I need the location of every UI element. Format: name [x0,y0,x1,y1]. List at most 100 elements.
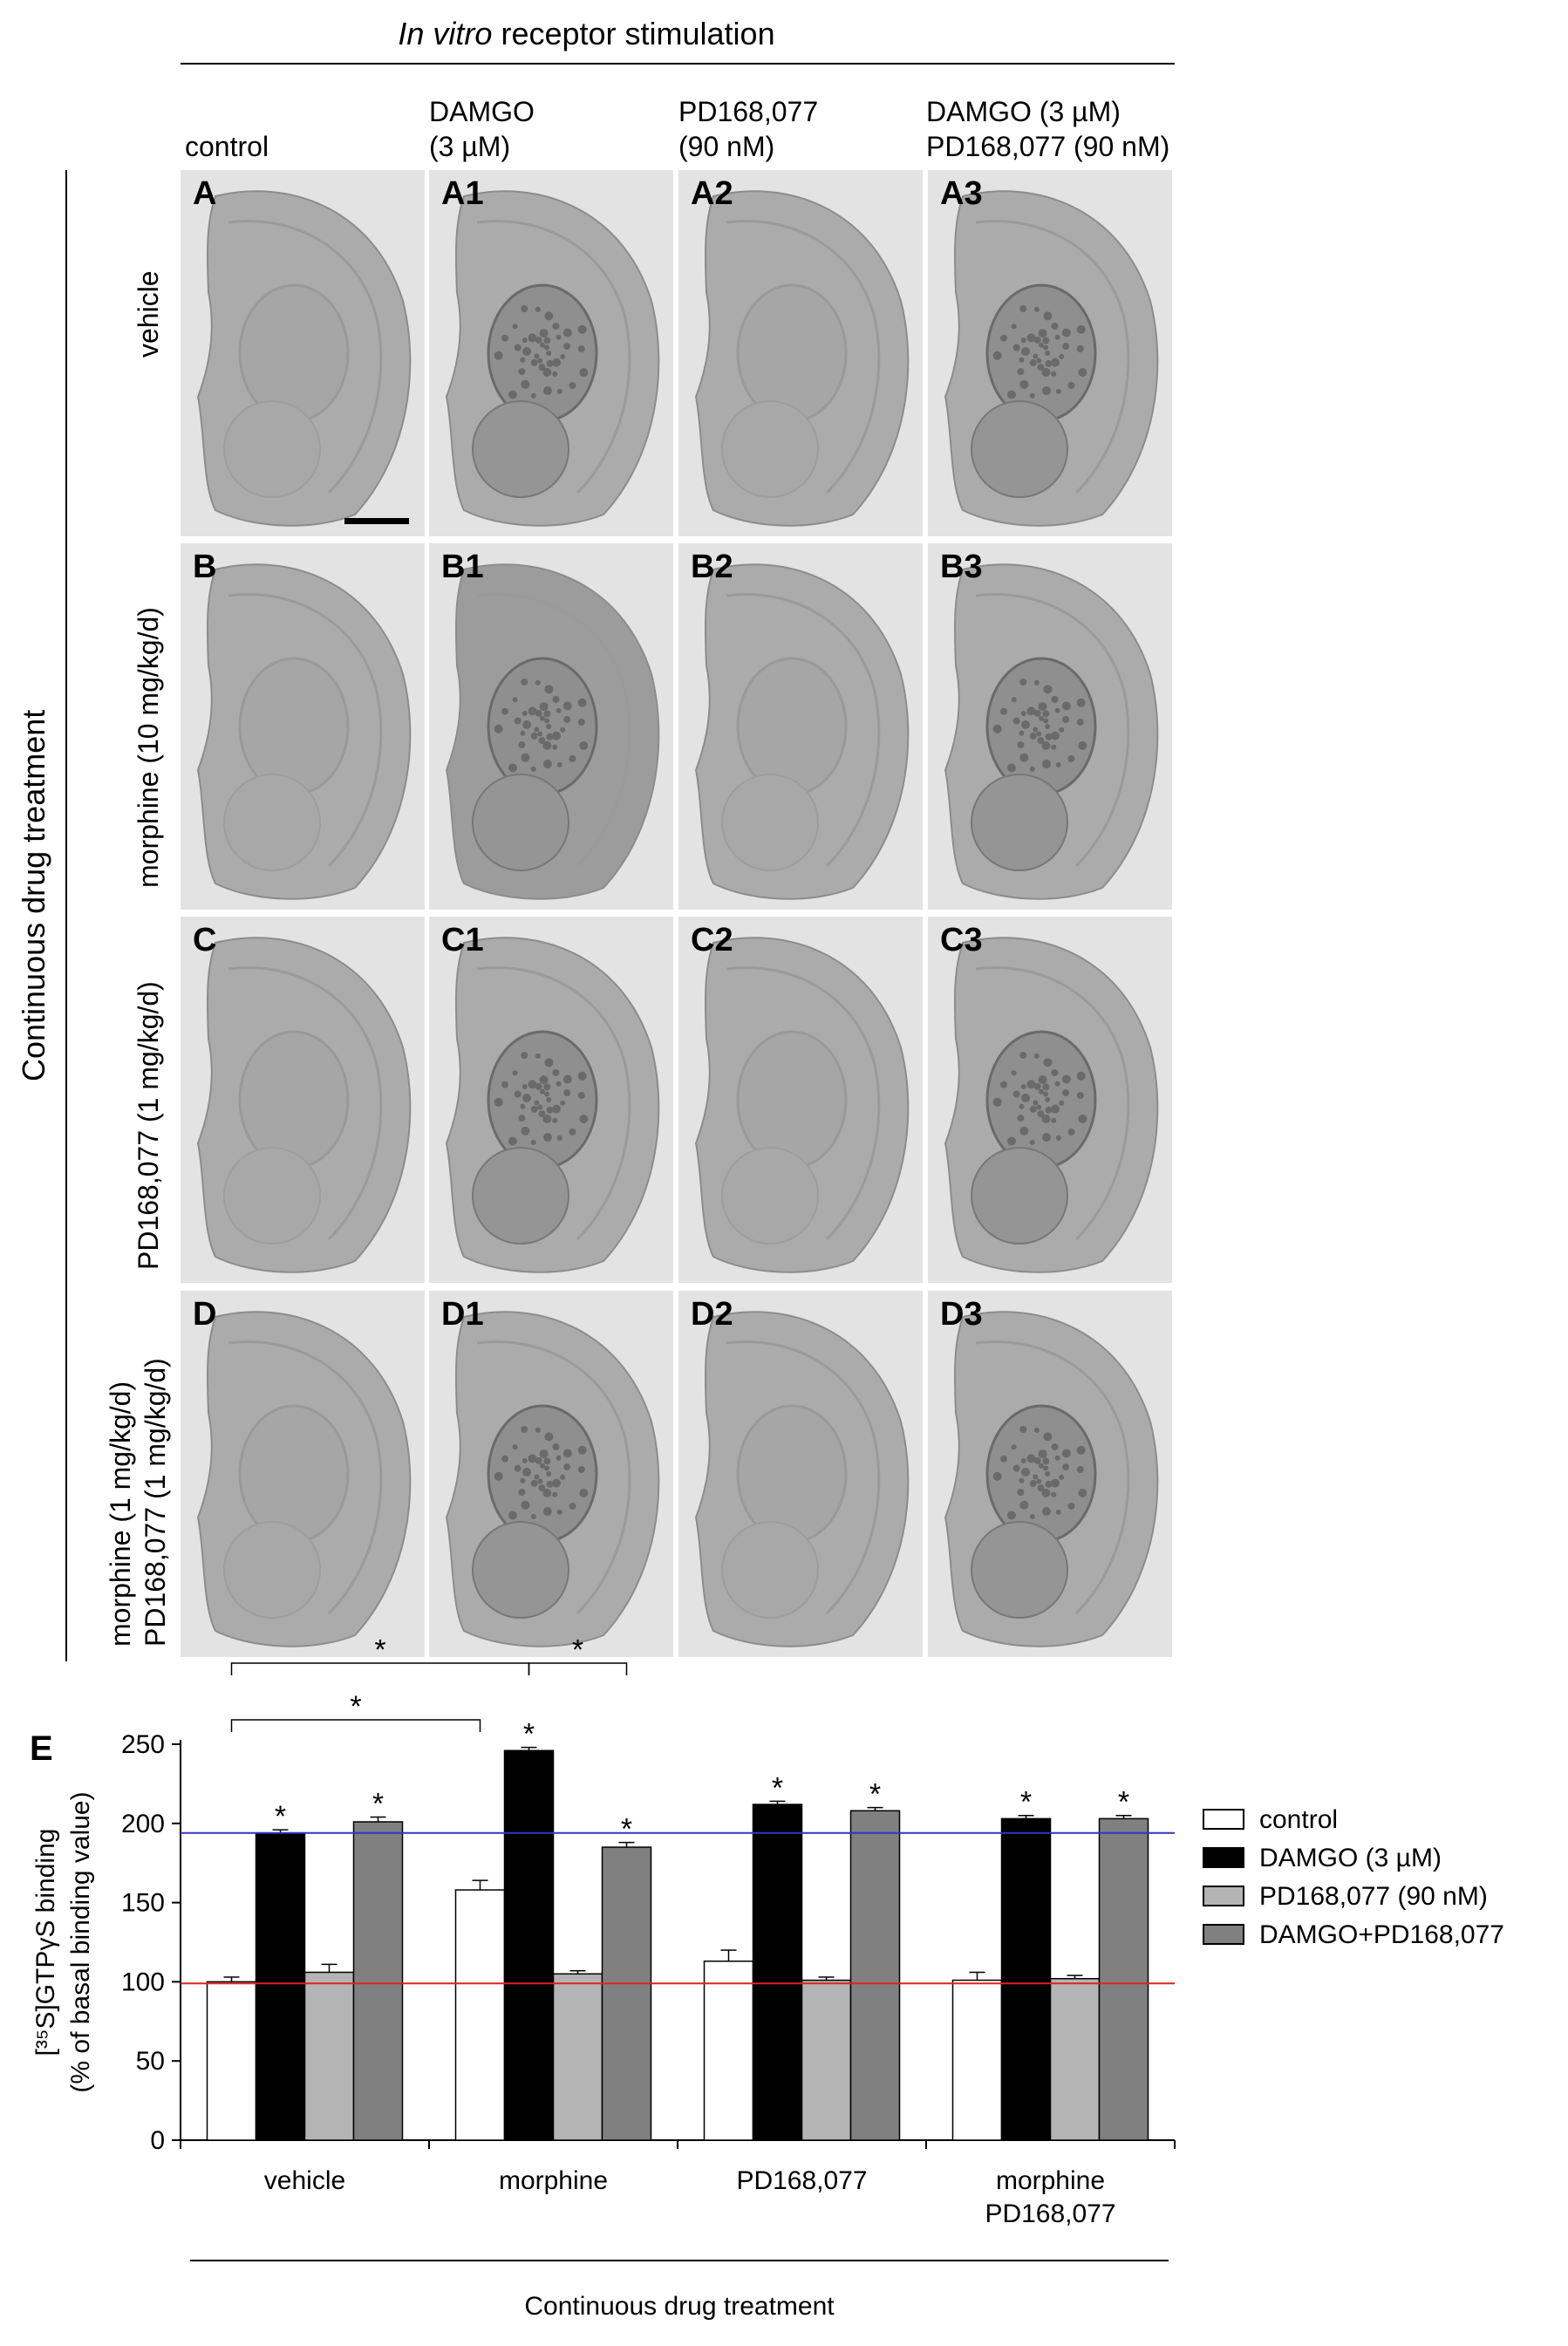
panel-id-b2: B2 [691,549,733,585]
fiber-bundle [1029,392,1035,399]
fiber-bundle [1078,368,1087,378]
y-axis-label-2: (% of basal binding value) [66,1791,95,2092]
fiber-bundle [530,1105,538,1113]
fiber-bundle [544,344,550,351]
fiber-bundle [1006,1511,1016,1520]
fiber-bundle [1051,1442,1059,1450]
legend-label: control [1259,1805,1338,1834]
brain-section-image [445,190,660,527]
fiber-bundle [544,1432,554,1442]
bar [752,1804,803,2141]
fiber-bundle [560,1100,566,1106]
fiber-bundle [569,1128,576,1135]
row-label-combo: morphine (1 mg/kg/d) PD168,077 (1 mg/kg/… [105,1358,171,1647]
fiber-bundle [1067,381,1075,389]
fiber-bundle [535,336,542,344]
fiber-bundle [992,1471,1002,1481]
brain-section-panel: A3 [928,170,1172,536]
fiber-bundle [508,390,517,399]
fiber-bundle [1019,1477,1025,1483]
fiber-bundle [546,724,552,729]
fiber-bundle [1000,1081,1008,1088]
fiber-bundle [546,1097,552,1102]
fiber-bundle [1045,1106,1053,1114]
fiber-bundle [1029,766,1035,772]
fiber-bundle [560,726,566,733]
fiber-bundle [1000,334,1008,342]
fiber-bundle [539,329,549,338]
brain-section-panel: A2 [678,170,923,536]
fiber-bundle [534,1474,540,1480]
fiber-bundle [1029,1479,1037,1487]
fiber-bundle [535,1456,542,1464]
panel-id-d: D [193,1296,217,1333]
fiber-bundle [521,1126,530,1135]
fiber-bundle [544,685,554,694]
fiber-bundle [514,1464,522,1472]
fiber-bundle [520,1477,526,1483]
brain-section-panel: A1 [429,170,673,536]
accumbens-region [971,774,1068,871]
fiber-bundle [1050,358,1060,367]
accumbens-region [721,1521,819,1619]
fiber-bundle [1051,1117,1057,1123]
fiber-bundle [542,1507,552,1517]
fiber-bundle [1061,701,1071,711]
fiber-bundle [520,357,526,363]
panel-id-b1: B1 [441,549,484,585]
fiber-bundle [1076,324,1086,334]
fiber-bundle [508,1136,517,1146]
fiber-bundle [494,351,503,360]
bar [1049,1978,1101,2141]
fiber-bundle [1011,697,1017,703]
panel-id-b3: B3 [940,549,983,585]
cortex-contour [476,593,631,868]
legend-label: DAMGO+PD168,077 [1259,1920,1504,1949]
fiber-bundle [1011,1444,1017,1450]
fiber-bundle [528,706,537,716]
fiber-bundle [1033,336,1041,344]
fiber-bundle [521,753,530,762]
fiber-bundle [1019,1500,1029,1510]
row-label-morphine: morphine (10 mg/kg/d) [133,607,164,888]
fiber-bundle [528,333,537,343]
fiber-bundle [1020,711,1026,717]
fiber-bundle [1019,1126,1029,1135]
accumbens-region [721,400,819,498]
bar [552,1973,603,2141]
panel-id-d1: D1 [441,1296,484,1333]
fiber-bundle [1029,1513,1035,1519]
fiber-bundle [530,766,536,772]
significance-star: * [1020,1786,1032,1819]
fiber-bundle [1042,1083,1050,1091]
fiber-bundle [1061,328,1071,338]
fiber-bundle [1033,709,1041,717]
fiber-bundle [560,1474,566,1480]
panel-id-c1: C1 [441,922,484,958]
fiber-bundle [556,761,562,767]
striatum-region [238,1030,350,1170]
fiber-bundle [562,1449,572,1458]
bar [951,1979,1003,2141]
fiber-bundle [1012,344,1020,351]
bar [303,1971,355,2141]
fiber-bundle [577,324,587,334]
accumbens-region [223,400,321,498]
panel-id-c: C [193,922,217,958]
fiber-bundle [538,737,546,745]
fiber-bundle [546,1106,554,1114]
fiber-bundle [1076,1465,1084,1473]
bracket-star: * [572,1640,583,1667]
fiber-bundle [512,697,518,703]
fiber-bundle [1019,304,1027,312]
fiber-bundle [1000,707,1008,715]
striatum-region [238,657,350,796]
fiber-bundle [1062,343,1070,351]
cortex-contour [726,220,881,494]
bar [1098,1817,1149,2141]
fiber-bundle [1067,754,1075,762]
brain-section-panel: B2 [678,543,923,910]
legend-swatch [1203,1809,1244,1830]
fiber-bundle [563,343,571,351]
fiber-bundle [1036,358,1042,364]
